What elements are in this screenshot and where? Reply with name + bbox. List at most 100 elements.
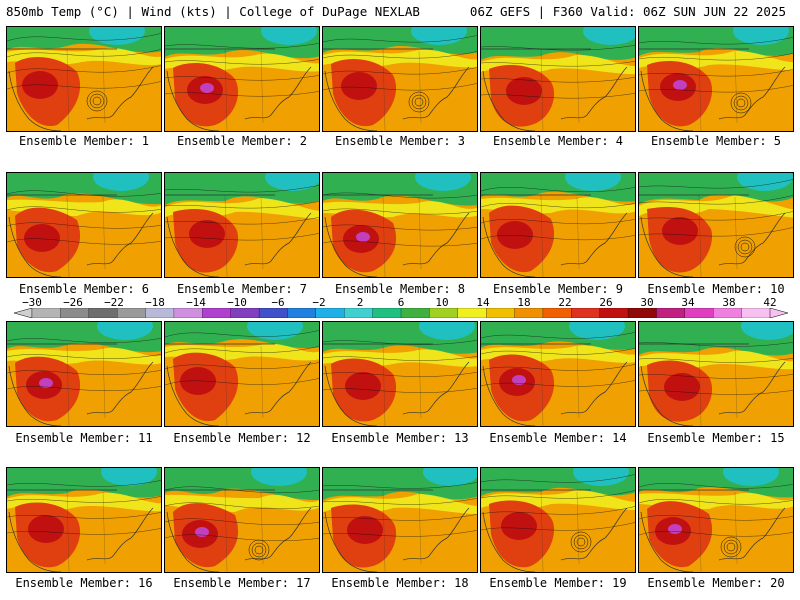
- colorbar-swatch: [117, 308, 147, 318]
- map-title: 850mb Temp (°C) | Wind (kts) | College o…: [6, 4, 420, 19]
- temperature-map: [481, 173, 635, 277]
- colorbar-swatch: [400, 308, 431, 318]
- colorbar-tick-label: 42: [763, 296, 777, 309]
- colorbar-swatch: [656, 308, 686, 318]
- ensemble-member-map: [6, 172, 162, 278]
- colorbar-swatch: [60, 308, 90, 318]
- temperature-map: [165, 468, 319, 572]
- temperature-map: [481, 468, 635, 572]
- member-caption: Ensemble Member: 2: [176, 134, 308, 148]
- colorbar-swatch: [31, 308, 62, 318]
- ensemble-member-map: [480, 26, 636, 132]
- ensemble-member-map: [638, 172, 794, 278]
- colorbar-tick-label: −26: [63, 296, 83, 309]
- temperature-map: [7, 468, 161, 572]
- member-caption: Ensemble Member: 6: [18, 282, 150, 296]
- member-caption: Ensemble Member: 5: [650, 134, 782, 148]
- colorbar-swatch: [287, 308, 317, 318]
- temperature-map: [323, 322, 477, 426]
- colorbar-tick-label: −22: [104, 296, 124, 309]
- member-caption: Ensemble Member: 18: [331, 576, 469, 590]
- ensemble-member-map: [164, 26, 320, 132]
- colorbar-swatch: [230, 308, 260, 318]
- colorbar-swatch: [486, 308, 516, 318]
- temperature-map: [7, 173, 161, 277]
- temperature-map: [323, 27, 477, 131]
- ensemble-member-map: [638, 321, 794, 427]
- colorbar-tick-label: 38: [722, 296, 736, 309]
- ensemble-member-map: [6, 321, 162, 427]
- colorbar-swatch: [258, 308, 289, 318]
- colorbar-tick-label: 34: [681, 296, 695, 309]
- ensemble-member-map: [480, 467, 636, 573]
- member-caption: Ensemble Member: 13: [331, 431, 469, 445]
- colorbar-swatch: [88, 308, 118, 318]
- member-caption: Ensemble Member: 19: [489, 576, 627, 590]
- colorbar-tick-label: −18: [145, 296, 165, 309]
- colorbar-tick-label: −2: [312, 296, 326, 309]
- ensemble-member-map: [638, 467, 794, 573]
- member-caption: Ensemble Member: 12: [173, 431, 311, 445]
- ensemble-member-map: [322, 172, 478, 278]
- temperature-colorbar: −30 −26 −22 −18 −14 −10 −6 −2 2 6 10 14 18 22 26 30 34 38…: [0, 296, 800, 320]
- colorbar-strip: [13, 308, 789, 318]
- temperature-map: [323, 468, 477, 572]
- ensemble-member-map: [164, 321, 320, 427]
- colorbar-swatch: [344, 308, 374, 318]
- member-caption: Ensemble Member: 8: [334, 282, 466, 296]
- colorbar-swatch: [429, 308, 459, 318]
- temperature-map: [165, 27, 319, 131]
- ensemble-member-map: [322, 321, 478, 427]
- ensemble-member-map: [638, 26, 794, 132]
- member-caption: Ensemble Member: 15: [647, 431, 785, 445]
- colorbar-tick-label: 10: [435, 296, 449, 309]
- temperature-map: [323, 173, 477, 277]
- member-caption: Ensemble Member: 20: [647, 576, 785, 590]
- member-caption: Ensemble Member: 7: [176, 282, 308, 296]
- member-caption: Ensemble Member: 3: [334, 134, 466, 148]
- temperature-map: [7, 27, 161, 131]
- temperature-map: [639, 468, 793, 572]
- colorbar-tick-label: 6: [397, 296, 405, 309]
- colorbar-tick-label: −6: [271, 296, 285, 309]
- colorbar-swatch: [599, 308, 629, 318]
- member-caption: Ensemble Member: 11: [15, 431, 153, 445]
- member-caption: Ensemble Member: 10: [647, 282, 785, 296]
- member-caption: Ensemble Member: 1: [18, 134, 150, 148]
- colorbar-swatch: [571, 308, 601, 318]
- temperature-map: [7, 322, 161, 426]
- ensemble-member-map: [480, 321, 636, 427]
- colorbar-tick-label: 30: [640, 296, 654, 309]
- ensemble-member-map: [6, 26, 162, 132]
- temperature-map: [639, 27, 793, 131]
- colorbar-swatch: [713, 308, 743, 318]
- temperature-map: [165, 322, 319, 426]
- ensemble-member-map: [6, 467, 162, 573]
- temperature-map: [639, 322, 793, 426]
- colorbar-swatch: [684, 308, 714, 318]
- member-caption: Ensemble Member: 4: [492, 134, 624, 148]
- temperature-map: [165, 173, 319, 277]
- colorbar-swatch: [457, 308, 487, 318]
- colorbar-swatch: [315, 308, 345, 318]
- colorbar-swatch: [145, 308, 175, 318]
- colorbar-tick-label: 26: [599, 296, 613, 309]
- colorbar-tick-label: 22: [558, 296, 572, 309]
- colorbar-tick-label: −10: [227, 296, 247, 309]
- member-caption: Ensemble Member: 9: [492, 282, 624, 296]
- member-caption: Ensemble Member: 16: [15, 576, 153, 590]
- colorbar-swatch: [741, 308, 771, 318]
- ensemble-member-map: [164, 467, 320, 573]
- colorbar-swatch: [372, 308, 402, 318]
- ensemble-member-map: [164, 172, 320, 278]
- colorbar-swatch: [173, 308, 203, 318]
- ensemble-member-map: [480, 172, 636, 278]
- temperature-map: [481, 27, 635, 131]
- valid-time: 06Z GEFS | F360 Valid: 06Z SUN JUN 22 20…: [469, 4, 786, 19]
- member-caption: Ensemble Member: 14: [489, 431, 627, 445]
- colorbar-tick-label: 14: [476, 296, 490, 309]
- colorbar-tick-label: −30: [22, 296, 42, 309]
- ensemble-member-map: [322, 467, 478, 573]
- member-caption: Ensemble Member: 17: [173, 576, 311, 590]
- temperature-map: [639, 173, 793, 277]
